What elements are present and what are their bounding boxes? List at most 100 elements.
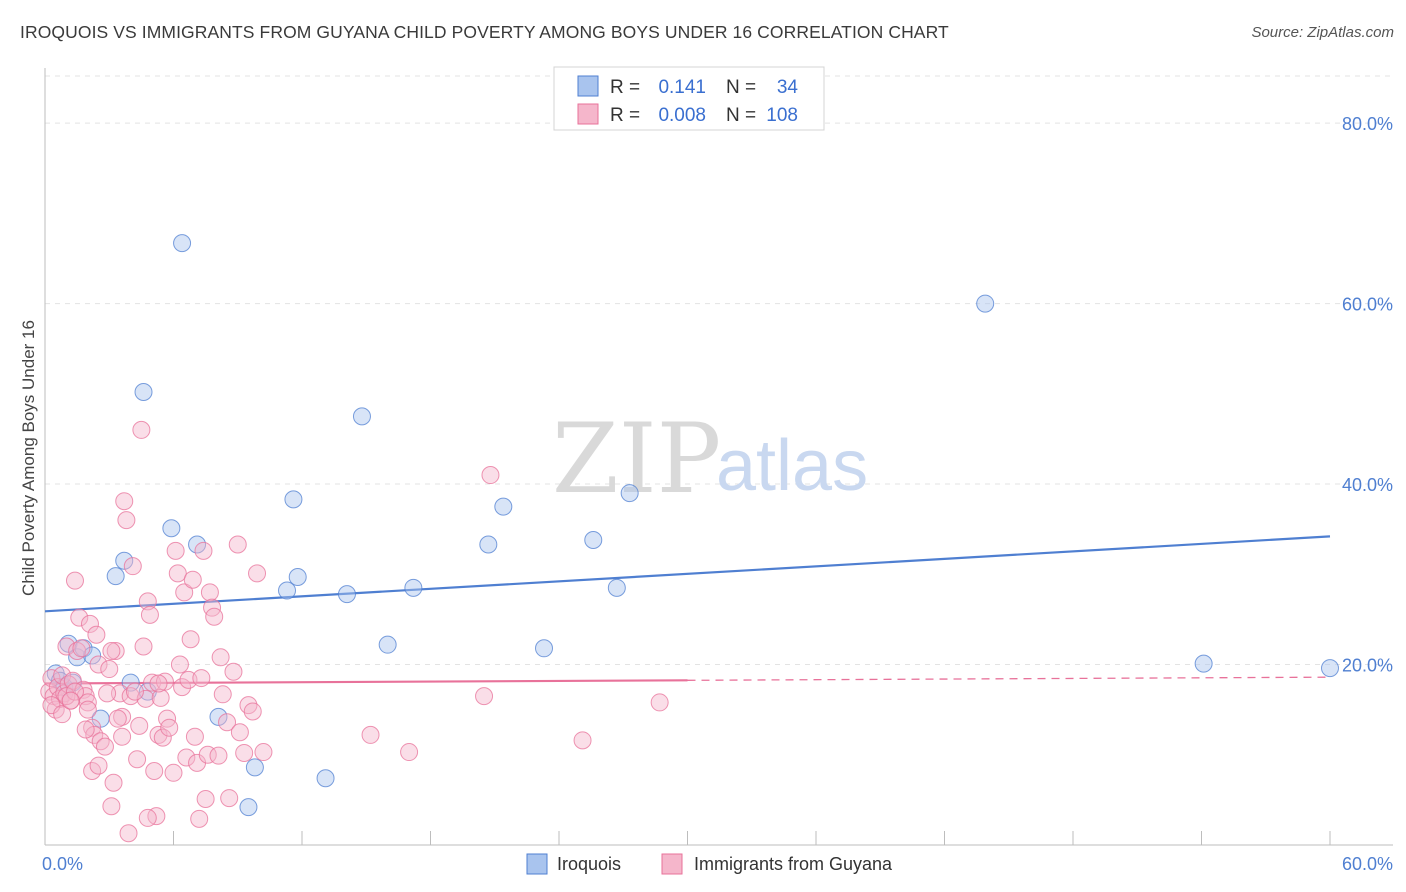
data-point: [115, 551, 134, 570]
data-point: [400, 743, 419, 762]
data-point: [607, 578, 626, 597]
data-point: [117, 511, 136, 530]
data-point: [278, 581, 297, 600]
legend-n-value: 108: [766, 105, 798, 126]
data-point: [650, 693, 669, 712]
series-iroquois-points: [46, 234, 1339, 817]
data-point: [123, 557, 142, 576]
data-point: [620, 484, 639, 503]
data-point: [228, 535, 247, 554]
data-point: [57, 637, 76, 656]
data-point: [136, 689, 155, 708]
x-tick-label-min: 0.0%: [42, 854, 83, 874]
data-point: [70, 608, 89, 627]
data-point: [87, 625, 106, 644]
data-point: [110, 684, 129, 703]
series-legend: Iroquois Immigrants from Guyana: [526, 853, 893, 875]
data-point: [149, 674, 168, 693]
data-point: [138, 808, 157, 827]
data-point: [203, 598, 222, 617]
data-point: [254, 743, 273, 762]
data-point: [475, 687, 494, 706]
data-point: [85, 725, 104, 744]
bottom-legend-swatch-iroquois: [526, 853, 548, 875]
data-point: [83, 646, 102, 665]
data-point: [1321, 659, 1339, 678]
data-point: [230, 723, 249, 742]
data-point: [78, 700, 97, 719]
data-point: [352, 407, 371, 426]
data-point: [164, 763, 183, 782]
data-point: [218, 713, 237, 732]
data-point: [494, 497, 513, 516]
data-point: [125, 682, 144, 701]
series-guyana-points: [40, 420, 669, 843]
data-point: [68, 648, 87, 667]
data-point: [128, 750, 147, 769]
trend-line-iroquois: [44, 535, 1331, 613]
data-point: [248, 564, 267, 583]
data-point: [288, 568, 307, 587]
data-points: [40, 234, 1339, 843]
data-point: [200, 583, 219, 602]
data-point: [95, 737, 114, 756]
data-point: [132, 420, 151, 439]
data-point: [573, 731, 592, 750]
data-point: [61, 691, 80, 710]
data-point: [168, 564, 187, 583]
data-point: [194, 541, 213, 560]
trend-line-guyana: [44, 679, 688, 685]
data-point: [235, 743, 254, 762]
data-point: [192, 669, 211, 688]
data-point: [100, 660, 119, 679]
data-point: [72, 639, 91, 658]
data-point: [177, 748, 196, 767]
data-point: [173, 678, 192, 697]
data-point: [213, 685, 232, 704]
data-point: [143, 673, 162, 692]
bottom-legend-swatch-guyana: [661, 853, 683, 875]
bottom-legend-label-guyana: Immigrants from Guyana: [694, 854, 893, 874]
legend-r-value: 0.008: [658, 105, 706, 126]
data-point: [106, 641, 125, 660]
data-point: [76, 720, 95, 739]
legend-r-label: R =: [610, 105, 640, 126]
data-point: [42, 669, 61, 688]
data-point: [205, 607, 224, 626]
data-point: [140, 605, 159, 624]
data-point: [337, 585, 356, 604]
legend-box: [553, 66, 825, 131]
data-point: [239, 798, 258, 817]
legend-r-label: R =: [610, 77, 640, 98]
data-point: [404, 578, 423, 597]
watermark-atlas: atlas: [716, 426, 868, 506]
data-point: [134, 383, 153, 402]
data-point: [108, 709, 127, 728]
data-point: [185, 727, 204, 746]
grid-lines: 20.0% 40.0% 60.0% 80.0%: [45, 75, 1393, 676]
source-label: Source: ZipAtlas.com: [1251, 24, 1394, 41]
data-point: [89, 655, 108, 674]
chart-title: IROQUOIS VS IMMIGRANTS FROM GUYANA CHILD…: [20, 22, 949, 42]
data-point: [138, 592, 157, 611]
data-point: [584, 531, 603, 550]
data-point: [220, 789, 239, 808]
data-point: [284, 490, 303, 509]
data-point: [104, 773, 123, 792]
data-point: [98, 684, 117, 703]
data-point: [378, 635, 397, 654]
data-point: [243, 702, 262, 721]
data-point: [53, 705, 72, 724]
data-point: [89, 756, 108, 775]
data-point: [245, 758, 264, 777]
data-point: [130, 716, 149, 735]
data-point: [209, 707, 228, 726]
data-point: [183, 570, 202, 589]
data-point: [976, 294, 995, 313]
data-point: [361, 725, 380, 744]
data-point: [181, 630, 200, 649]
legend-n-value: 34: [777, 77, 799, 98]
legend-n-label: N =: [726, 77, 756, 98]
data-point: [115, 492, 134, 511]
